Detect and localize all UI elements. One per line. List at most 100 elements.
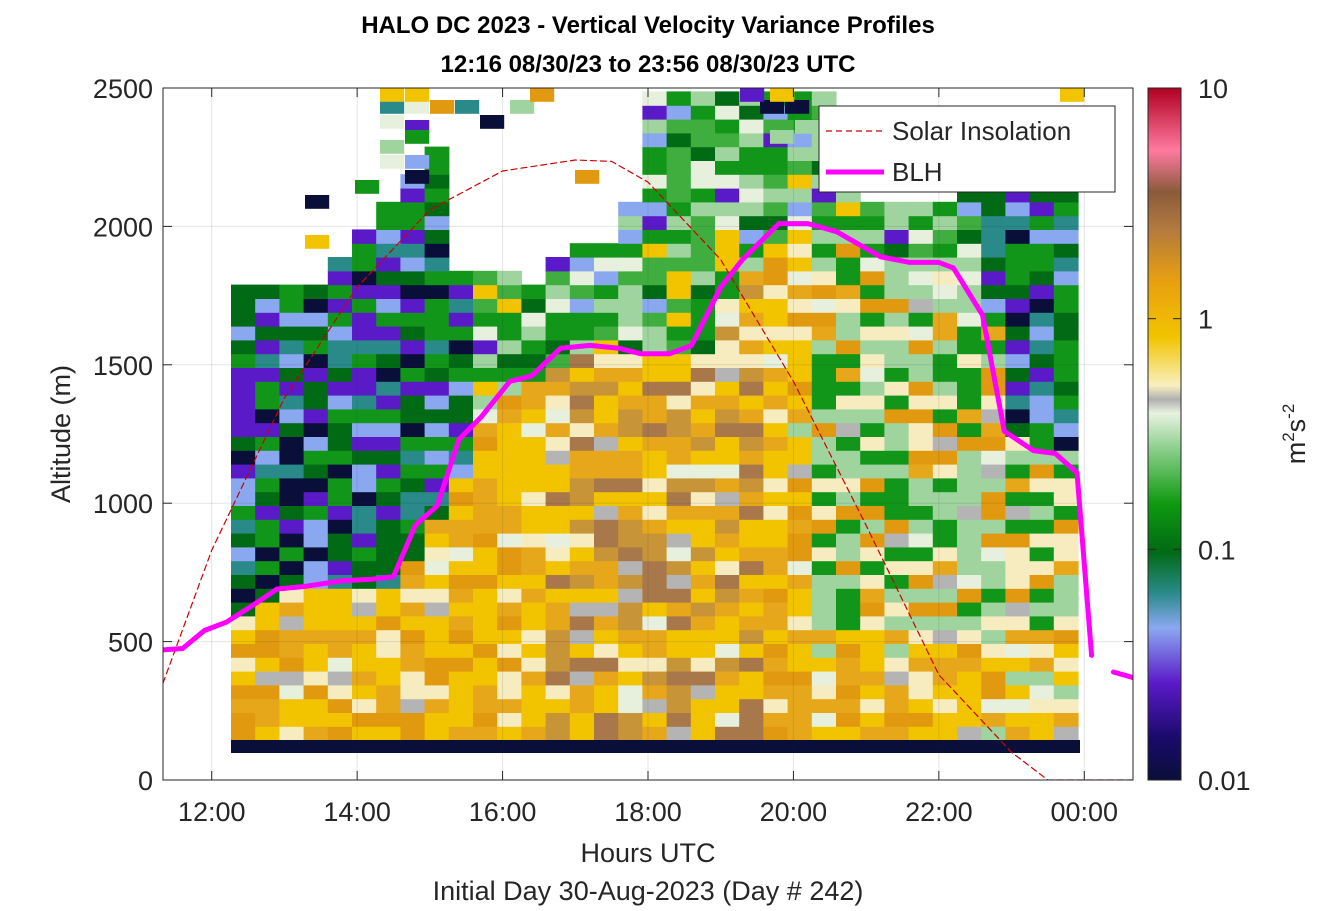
heatmap-cell: [666, 257, 692, 272]
heatmap-cell: [231, 505, 256, 520]
heatmap-cell: [545, 339, 571, 355]
heatmap-cell: [1029, 560, 1055, 575]
heatmap-cell: [279, 353, 305, 368]
heatmap-cell: [690, 422, 716, 437]
heatmap-cell: [715, 684, 740, 700]
heatmap-cell: [690, 160, 716, 175]
heatmap-cell: [908, 698, 934, 713]
heatmap-cell: [594, 477, 619, 493]
heatmap-cell: [860, 643, 885, 658]
heatmap-cell: [642, 533, 668, 548]
footer-label: Initial Day 30-Aug-2023 (Day # 242): [433, 876, 864, 906]
heatmap-cell: [594, 629, 619, 644]
colorbar: 10 1 0.1 0.01 m2s-2: [1147, 74, 1311, 796]
heatmap-cell: [981, 450, 1006, 465]
heatmap-cell: [642, 353, 668, 368]
heatmap-cell: [763, 629, 789, 644]
heatmap-cell: [957, 533, 982, 548]
heatmap-cell: [884, 353, 910, 368]
heatmap-cell: [448, 395, 474, 410]
heatmap-cell: [715, 671, 740, 686]
heatmap-cell: [884, 229, 910, 244]
heatmap-cell: [763, 436, 789, 451]
heatmap-cell: [594, 243, 619, 258]
heatmap-cell: [279, 643, 305, 658]
heatmap-cell: [594, 408, 619, 424]
heatmap-cell: [448, 381, 474, 396]
heatmap-cell: [521, 491, 547, 506]
heatmap-cell: [405, 100, 430, 114]
heatmap-cell: [279, 298, 305, 313]
heatmap-cell: [1053, 560, 1079, 575]
heatmap-cell: [884, 519, 910, 534]
heatmap-cell: [303, 422, 329, 437]
heatmap-cell: [666, 91, 692, 106]
heatmap-cell: [763, 491, 789, 506]
heatmap-cell: [715, 229, 740, 244]
heatmap-cell: [932, 367, 958, 382]
heatmap-cell: [327, 312, 353, 327]
heatmap-cell: [884, 312, 910, 327]
heatmap-cell: [303, 381, 329, 396]
heatmap-cell: [376, 257, 401, 272]
heatmap-cell: [957, 602, 982, 617]
heatmap-cell: [497, 684, 522, 700]
heatmap-cell: [1005, 491, 1031, 506]
heatmap-cell: [448, 533, 474, 548]
heatmap-cell: [1029, 602, 1055, 617]
heatmap-cell: [303, 353, 329, 368]
heatmap-cell: [836, 422, 861, 437]
heatmap-cell: [303, 588, 329, 603]
heatmap-cell: [1053, 284, 1079, 299]
heatmap-cell: [521, 588, 547, 603]
heatmap-cell: [981, 533, 1006, 548]
heatmap-cell: [860, 215, 885, 230]
heatmap-cell: [618, 574, 643, 589]
heatmap-cell: [231, 284, 256, 299]
heatmap-cell: [884, 533, 910, 548]
heatmap-cell: [763, 671, 789, 686]
heatmap-cell: [763, 643, 789, 658]
heatmap-cell: [448, 684, 474, 700]
heatmap-cell: [497, 436, 522, 451]
heatmap-cell: [908, 726, 934, 741]
heatmap-cell: [303, 284, 329, 299]
heatmap-cell: [860, 326, 885, 341]
heatmap-cell: [763, 450, 789, 465]
heatmap-cell: [521, 643, 547, 658]
heatmap-cell: [1005, 546, 1031, 562]
heatmap-cell: [448, 671, 474, 686]
heatmap-cell: [521, 339, 547, 355]
heatmap-cell: [497, 270, 522, 286]
heatmap-cell: [497, 643, 522, 658]
heatmap-cell: [836, 436, 861, 451]
heatmap-cell: [569, 671, 595, 686]
heatmap-cell: [884, 395, 910, 410]
heatmap-cell: [594, 422, 619, 437]
heatmap-cell: [303, 450, 329, 465]
heatmap-cell: [811, 602, 837, 617]
heatmap-cell: [376, 408, 401, 424]
heatmap-cell: [1005, 698, 1031, 713]
heatmap-cell: [448, 312, 474, 327]
heatmap-cell: [739, 464, 764, 479]
heatmap-cell: [352, 546, 377, 562]
heatmap-cell: [908, 588, 934, 603]
heatmap-cell: [884, 602, 910, 617]
heatmap-cell: [787, 574, 813, 589]
heatmap-cell: [255, 657, 280, 672]
heatmap-cell: [1005, 215, 1031, 230]
heatmap-cell: [497, 422, 522, 437]
heatmap-cell: [569, 505, 595, 520]
y-tick-label: 1500: [93, 351, 153, 381]
heatmap-cell: [352, 505, 377, 520]
heatmap-cell: [473, 436, 498, 451]
heatmap-cell: [957, 726, 982, 741]
heatmap-cell: [666, 395, 692, 410]
heatmap-cell: [739, 505, 764, 520]
heatmap-cell: [327, 588, 353, 603]
heatmap-cell: [981, 519, 1006, 534]
heatmap-cell: [811, 519, 837, 534]
heatmap-cell: [1005, 257, 1031, 272]
